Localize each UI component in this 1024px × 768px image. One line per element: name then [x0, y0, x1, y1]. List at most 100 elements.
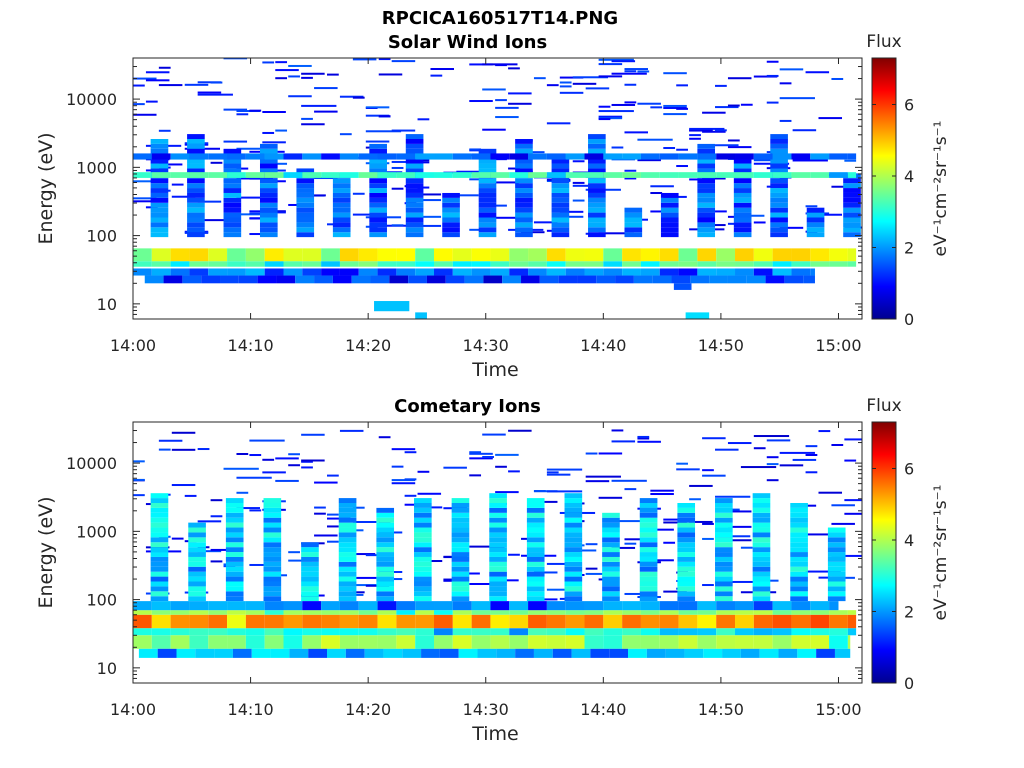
spectrogram-cell — [526, 507, 545, 513]
spectrogram-band-cell — [684, 648, 704, 658]
spectrogram-cell — [495, 106, 519, 109]
spectrogram-cell — [515, 192, 533, 198]
spectrogram-cell — [689, 520, 713, 523]
spectrogram-cell — [805, 453, 818, 456]
spectrogram-cell — [598, 115, 623, 118]
spectrogram-band-cell — [678, 172, 698, 178]
spectrogram-band-cell — [772, 610, 792, 615]
spectrogram-band-cell — [746, 275, 766, 284]
spectrogram-band-cell — [452, 268, 472, 276]
spectrogram-cell — [818, 491, 843, 494]
spectrogram-cell — [150, 507, 169, 513]
spectrogram-band-cell — [415, 268, 435, 276]
spectrogram-cell — [489, 507, 507, 513]
spectrogram-band-cell — [302, 628, 322, 636]
spectrogram-cell — [150, 148, 169, 154]
spectrogram-band-cell — [829, 614, 848, 629]
spectrogram-cell — [263, 586, 282, 592]
spectrogram-band-cell — [189, 601, 209, 611]
spectrogram-cell — [515, 188, 533, 193]
spectrogram-cell — [806, 207, 825, 213]
spectrogram-band-cell — [339, 614, 359, 629]
spectrogram-cell — [338, 527, 357, 533]
spectrogram-cell — [588, 178, 606, 184]
spectrogram-band-cell — [283, 172, 303, 178]
spectrogram-cell — [338, 581, 357, 587]
spectrogram-band-cell — [735, 248, 754, 262]
spectrogram-cell — [515, 227, 533, 233]
spectrogram-cell — [332, 183, 351, 189]
spectrogram-cell — [187, 134, 205, 139]
spectrogram-band-cell — [847, 614, 857, 629]
spectrogram-cell — [770, 197, 788, 203]
spectrogram-band-cell — [528, 635, 547, 649]
spectrogram-cell — [296, 183, 315, 189]
spectrogram-cell — [150, 547, 169, 553]
spectrogram-band-cell — [415, 172, 435, 178]
spectrogram-cell — [551, 158, 570, 164]
spectrogram-cell — [585, 87, 610, 90]
spectrogram-cell — [546, 471, 559, 474]
spectrogram-band-cell — [170, 610, 190, 615]
spectrogram-band-cell — [829, 635, 848, 649]
spectrogram-cell — [697, 227, 716, 233]
spectrogram-cell — [559, 81, 572, 84]
spectrogram-cell — [602, 596, 620, 602]
spectrogram-cell — [660, 227, 679, 233]
spectrogram-cell — [301, 581, 319, 587]
spectrogram-cell — [602, 542, 620, 548]
spectrogram-cell — [588, 227, 606, 233]
spectrogram-band-cell — [678, 153, 698, 160]
spectrogram-band-cell — [389, 275, 409, 284]
spectrogram-cell — [275, 479, 299, 482]
spectrogram-cell — [275, 77, 288, 80]
spectrogram-cell — [660, 222, 679, 228]
spectrogram-band-cell — [458, 648, 478, 658]
spectrogram-cell — [715, 547, 733, 553]
spectrogram-cell — [288, 464, 300, 467]
colorbar-tick-label: 2 — [904, 238, 914, 257]
spectrogram-cell — [414, 596, 432, 602]
spectrogram-band-cell — [151, 635, 171, 649]
spectrogram-cell — [752, 581, 771, 587]
spectrogram-cell — [187, 212, 205, 218]
x-tick-label: 14:10 — [228, 336, 274, 355]
spectrogram-cell — [259, 168, 278, 174]
spectrogram-cell — [495, 453, 519, 456]
spectrogram-cell — [639, 556, 658, 562]
spectrogram-band-cell — [477, 648, 497, 658]
spectrogram-band-cell — [264, 153, 284, 160]
spectrogram-cell — [259, 143, 278, 149]
plot-frame — [132, 57, 863, 320]
spectrogram-cell — [332, 202, 351, 208]
spectrogram-cell — [314, 481, 338, 484]
spectrogram-cell — [275, 162, 288, 165]
spectrogram-band-cell — [810, 261, 830, 267]
spectrogram-cell — [733, 163, 752, 169]
spectrogram-cell — [805, 71, 830, 74]
spectrogram-band-cell — [697, 261, 717, 267]
spectrogram-cell — [332, 207, 351, 213]
colorbar-tick-label: 0 — [904, 310, 914, 329]
spectrogram-cell — [806, 222, 825, 228]
spectrogram-cell — [442, 217, 460, 223]
spectrogram-cell — [602, 517, 620, 523]
spectrogram-cell — [133, 460, 145, 463]
spectrogram-cell — [158, 439, 183, 442]
spectrogram-band-cell — [622, 635, 641, 649]
spectrogram-cell — [790, 537, 808, 543]
spectrogram-cell — [602, 561, 620, 567]
spectrogram-band-cell — [558, 275, 578, 284]
spectrogram-cell — [150, 552, 169, 557]
spectrogram-band-cell — [189, 268, 209, 276]
spectrogram-cell — [263, 556, 282, 562]
spectrogram-cell — [150, 591, 169, 597]
spectrogram-cell — [223, 222, 242, 228]
spectrogram-cell — [259, 197, 278, 203]
colorbar-title: Flux — [866, 396, 901, 416]
spectrogram-band-cell — [528, 610, 547, 615]
spectrogram-cell — [442, 197, 460, 203]
spectrogram-cell — [296, 197, 315, 203]
spectrogram-band-cell — [697, 153, 717, 160]
spectrogram-cell — [451, 556, 470, 562]
